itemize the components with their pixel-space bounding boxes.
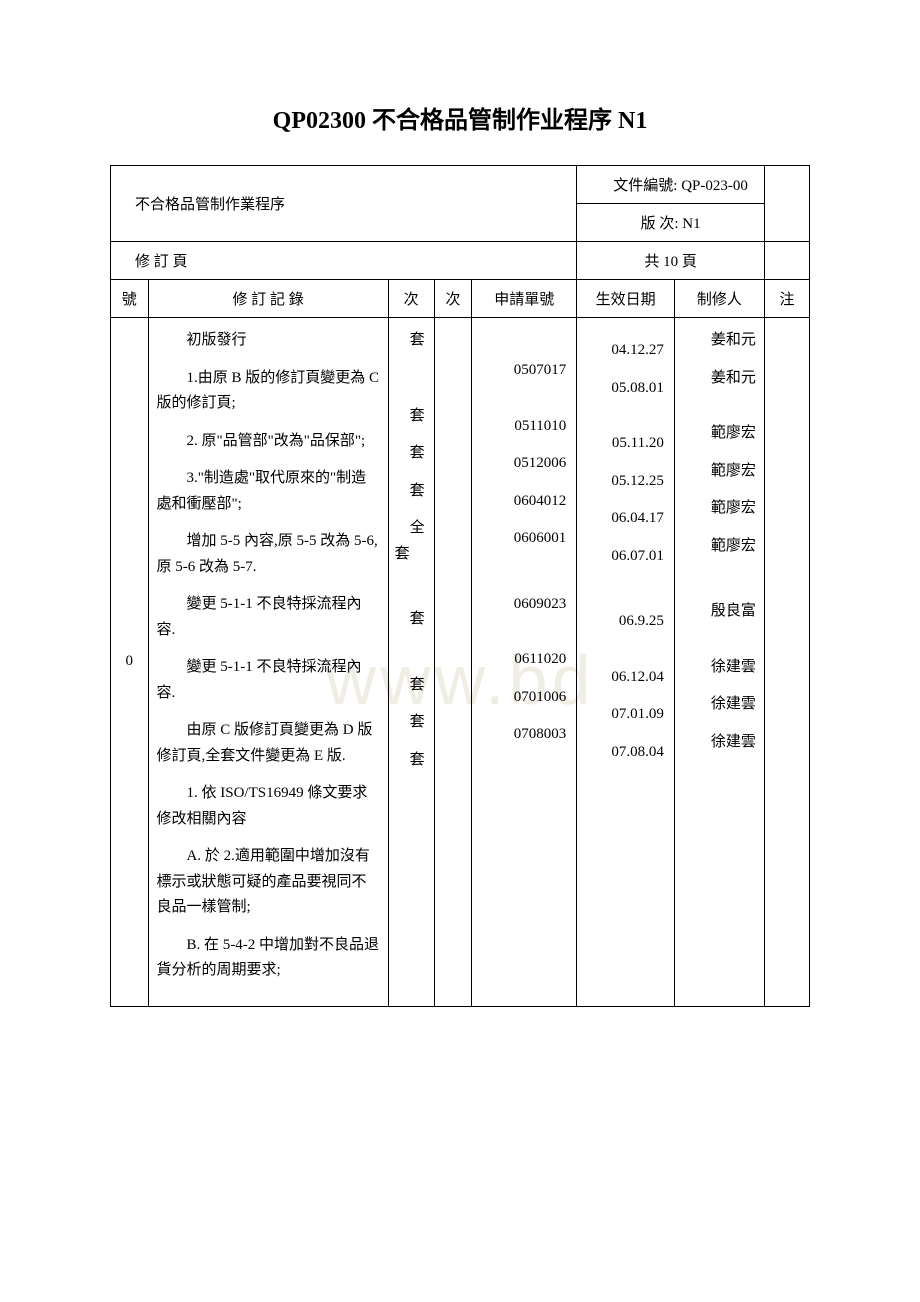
req-item: 0512006 [478, 451, 570, 477]
record-item: 由原 C 版修訂頁變更為 D 版修訂頁,全套文件變更為 E 版. [157, 718, 380, 769]
rev-item: 範廖宏 [681, 421, 758, 447]
record-item: 2. 原"品管部"改為"品保部"; [157, 429, 380, 455]
rev-item: 姜和元 [681, 328, 758, 354]
record-item: 增加 5-5 內容,原 5-5 改為 5-6, 原 5-6 改為 5-7. [157, 529, 380, 580]
doc-number-cell: 文件編號: QP-023-00 [577, 166, 765, 204]
date-item: 04.12.27 [583, 338, 668, 364]
record-item: B. 在 5-4-2 中增加對不良品退貨分析的周期要求; [157, 933, 380, 984]
req-item: 0604012 [478, 489, 570, 515]
note-cell [764, 318, 809, 1007]
rev-item: 範廖宏 [681, 534, 758, 560]
header-record: 修 訂 記 錄 [148, 280, 388, 318]
date-item: 05.11.20 [583, 431, 668, 457]
blank-cell [764, 242, 809, 280]
document-table: 不合格品管制作業程序 文件編號: QP-023-00 版 次: N1 修 訂 頁… [110, 165, 810, 1007]
ci-item: 套 [395, 328, 428, 354]
record-item: 1.由原 B 版的修訂頁變更為 C 版的修訂頁; [157, 366, 380, 417]
record-item: 初版發行 [157, 328, 380, 354]
req-item: 0708003 [478, 722, 570, 748]
record-item: 變更 5-1-1 不良特採流程內容. [157, 655, 380, 706]
ci-item: 套 [395, 748, 428, 774]
row-number: 0 [111, 318, 149, 1007]
req-item: 0507017 [478, 358, 570, 384]
date-item: 07.01.09 [583, 702, 668, 728]
ci-item: 套 [395, 441, 428, 467]
req-item: 0611020 [478, 647, 570, 673]
record-item: 變更 5-1-1 不良特採流程內容. [157, 592, 380, 643]
ci-item: 全套 [395, 516, 428, 567]
blank-cell [764, 166, 809, 242]
rev-item: 姜和元 [681, 366, 758, 392]
header-note: 注 [764, 280, 809, 318]
req-item: 0609023 [478, 592, 570, 618]
date-item: 07.08.04 [583, 740, 668, 766]
date-item: 06.07.01 [583, 544, 668, 570]
total-pages-cell: 共 10 頁 [577, 242, 765, 280]
rev-item: 徐建雲 [681, 655, 758, 681]
header-no: 號 [111, 280, 149, 318]
req-item: 0606001 [478, 526, 570, 552]
date-cell: 04.12.27 05.08.01 05.11.20 05.12.25 06.0… [577, 318, 675, 1007]
header-ci2: 次 [434, 280, 472, 318]
date-item: 06.04.17 [583, 506, 668, 532]
record-item: A. 於 2.適用範圍中增加沒有標示或狀態可疑的產品要視同不良品一樣管制; [157, 844, 380, 921]
records-cell: 初版發行 1.由原 B 版的修訂頁變更為 C 版的修訂頁; 2. 原"品管部"改… [148, 318, 388, 1007]
rev-item: 範廖宏 [681, 496, 758, 522]
ci-cell: 套 套 套 套 全套 套 套 套 套 [388, 318, 434, 1007]
date-item: 06.12.04 [583, 665, 668, 691]
header-ci: 次 [388, 280, 434, 318]
req-cell: 0507017 0511010 0512006 0604012 0606001 … [472, 318, 577, 1007]
rev-item: 徐建雲 [681, 730, 758, 756]
header-reviser: 制修人 [674, 280, 764, 318]
record-item: 1. 依 ISO/TS16949 條文要求修改相關內容 [157, 781, 380, 832]
ci-item: 套 [395, 479, 428, 505]
ci-item: 套 [395, 710, 428, 736]
rev-item: 徐建雲 [681, 692, 758, 718]
ci-item: 套 [395, 404, 428, 430]
rev-item: 範廖宏 [681, 459, 758, 485]
date-item: 05.08.01 [583, 376, 668, 402]
ci2-cell [434, 318, 472, 1007]
date-item: 06.9.25 [583, 609, 668, 635]
version-cell: 版 次: N1 [577, 204, 765, 242]
header-date: 生效日期 [577, 280, 675, 318]
ci-item: 套 [395, 673, 428, 699]
header-req: 申請單號 [472, 280, 577, 318]
req-item: 0511010 [478, 414, 570, 440]
reviser-cell: 姜和元 姜和元 範廖宏 範廖宏 範廖宏 範廖宏 殷良富 徐建雲 徐建雲 徐建雲 [674, 318, 764, 1007]
rev-page-label: 修 訂 頁 [111, 242, 577, 280]
record-item: 3."制造處"取代原來的"制造處和衝壓部"; [157, 466, 380, 517]
doc-name-cell: 不合格品管制作業程序 [111, 166, 577, 242]
page-title: QP02300 不合格品管制作业程序 N1 [110, 100, 810, 135]
req-item: 0701006 [478, 685, 570, 711]
date-item: 05.12.25 [583, 469, 668, 495]
ci-item: 套 [395, 607, 428, 633]
rev-item: 殷良富 [681, 599, 758, 625]
